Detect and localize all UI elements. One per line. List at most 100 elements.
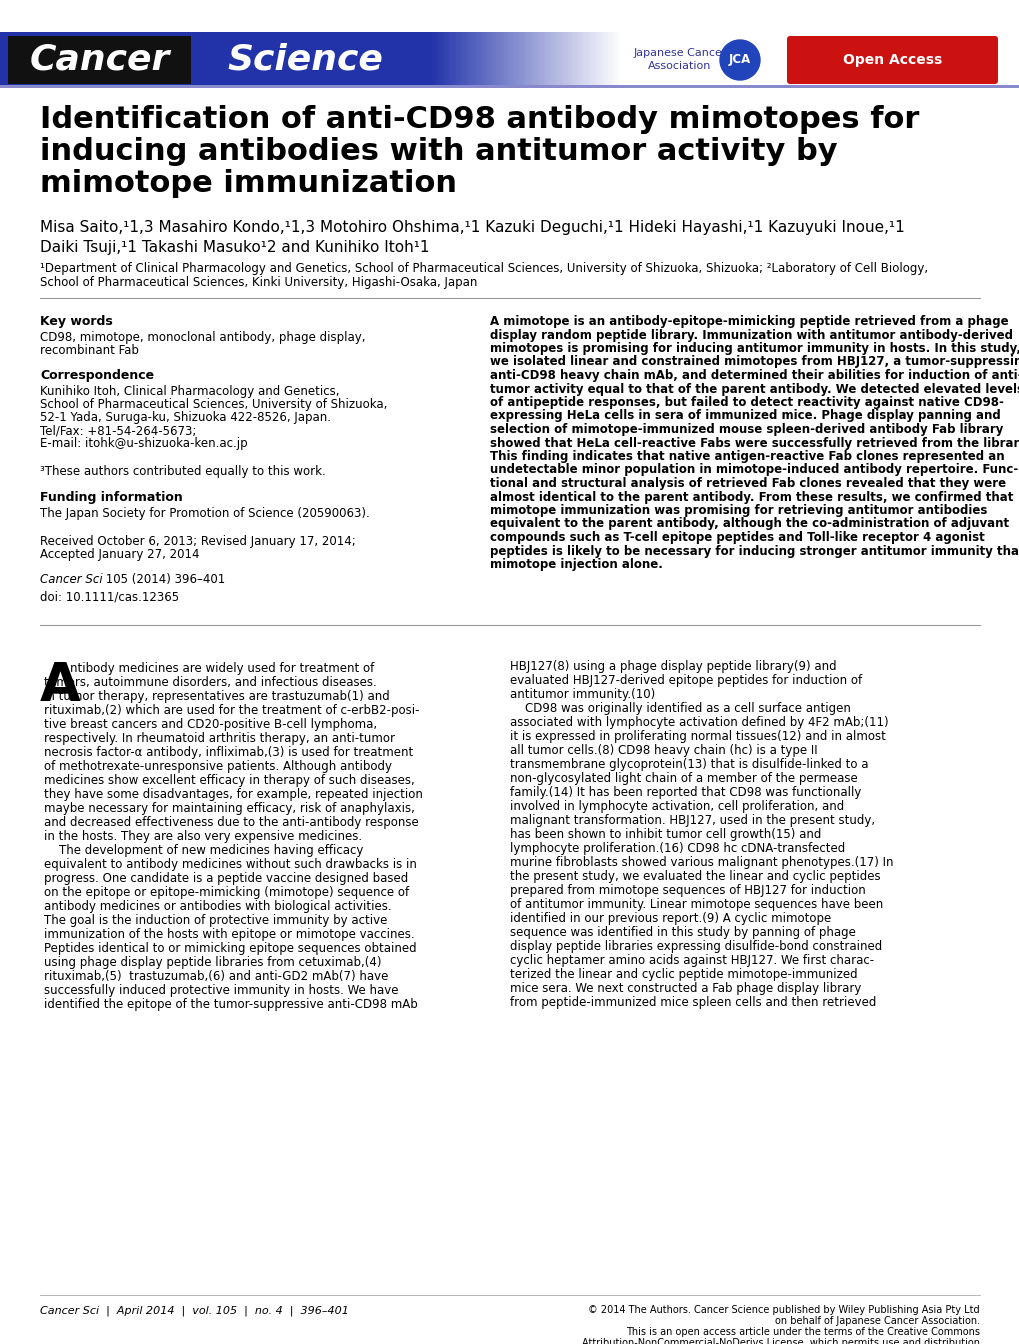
- Text: showed that HeLa cell-reactive Fabs were successfully retrieved from the library: showed that HeLa cell-reactive Fabs were…: [489, 437, 1019, 449]
- Text: murine fibroblasts showed various malignant phenotypes.(17) In: murine fibroblasts showed various malign…: [510, 856, 893, 870]
- Text: ¹Department of Clinical Pharmacology and Genetics, School of Pharmaceutical Scie: ¹Department of Clinical Pharmacology and…: [40, 262, 927, 276]
- Text: Cancer Sci  |  April 2014  |  vol. 105  |  no. 4  |  396–401: Cancer Sci | April 2014 | vol. 105 | no.…: [40, 1305, 348, 1316]
- Text: Accepted January 27, 2014: Accepted January 27, 2014: [40, 548, 200, 560]
- Bar: [555, 32, 557, 87]
- Text: E-mail: itohk@u-shizuoka-ken.ac.jp: E-mail: itohk@u-shizuoka-ken.ac.jp: [40, 437, 248, 450]
- Bar: [500, 32, 503, 87]
- Bar: [477, 32, 479, 87]
- Text: mice sera. We next constructed a Fab phage display library: mice sera. We next constructed a Fab pha…: [510, 982, 860, 995]
- Text: Peptides identical to or mimicking epitope sequences obtained: Peptides identical to or mimicking epito…: [44, 942, 416, 956]
- Bar: [593, 32, 596, 87]
- Bar: [553, 32, 555, 87]
- Bar: [557, 32, 560, 87]
- Bar: [491, 32, 493, 87]
- Bar: [527, 32, 529, 87]
- Bar: [548, 32, 550, 87]
- Text: display random peptide library. Immunization with antitumor antibody-derived: display random peptide library. Immuniza…: [489, 328, 1012, 341]
- Text: mimotope immunization: mimotope immunization: [40, 169, 457, 198]
- Text: prepared from mimotope sequences of HBJ127 for induction: prepared from mimotope sequences of HBJ1…: [510, 884, 865, 896]
- Text: The goal is the induction of protective immunity by active: The goal is the induction of protective …: [44, 914, 387, 927]
- Text: mimotopes is promising for inducing antitumor immunity in hosts. In this study,: mimotopes is promising for inducing anti…: [489, 341, 1019, 355]
- Bar: [507, 32, 511, 87]
- Text: Funding information: Funding information: [40, 491, 182, 504]
- Text: antibody medicines or antibodies with biological activities.: antibody medicines or antibodies with bi…: [44, 900, 391, 913]
- Bar: [610, 32, 612, 87]
- Bar: [453, 32, 455, 87]
- Text: of antitumor immunity. Linear mimotope sequences have been: of antitumor immunity. Linear mimotope s…: [510, 898, 882, 911]
- Text: recombinant Fab: recombinant Fab: [40, 344, 139, 358]
- Text: all tumor cells.(8) CD98 heavy chain (hc) is a type II: all tumor cells.(8) CD98 heavy chain (hc…: [510, 745, 817, 757]
- Text: Daiki Tsuji,¹1 Takashi Masuko¹2 and Kunihiko Itoh¹1: Daiki Tsuji,¹1 Takashi Masuko¹2 and Kuni…: [40, 241, 429, 255]
- Text: transmembrane glycoprotein(13) that is disulfide-linked to a: transmembrane glycoprotein(13) that is d…: [510, 758, 867, 771]
- Bar: [455, 32, 459, 87]
- Text: successfully induced protective immunity in hosts. We have: successfully induced protective immunity…: [44, 984, 398, 997]
- Text: terized the linear and cyclic peptide mimotope-immunized: terized the linear and cyclic peptide mi…: [510, 968, 857, 981]
- Text: 105 (2014) 396–401: 105 (2014) 396–401: [102, 573, 225, 586]
- Text: In tumor therapy, representatives are trastuzumab(1) and: In tumor therapy, representatives are tr…: [44, 689, 389, 703]
- Text: tive breast cancers and CD20-positive B-cell lymphoma,: tive breast cancers and CD20-positive B-…: [44, 718, 377, 731]
- Text: Correspondence: Correspondence: [40, 370, 154, 382]
- Text: undetectable minor population in mimotope-induced antibody repertoire. Func-: undetectable minor population in mimotop…: [489, 464, 1017, 477]
- Bar: [550, 32, 553, 87]
- Text: Science: Science: [227, 43, 382, 77]
- Bar: [451, 32, 453, 87]
- Bar: [536, 32, 539, 87]
- Bar: [620, 32, 1019, 87]
- Bar: [513, 32, 515, 87]
- Bar: [520, 32, 522, 87]
- Text: Kunihiko Itoh, Clinical Pharmacology and Genetics,: Kunihiko Itoh, Clinical Pharmacology and…: [40, 384, 339, 398]
- Text: medicines show excellent efficacy in therapy of such diseases,: medicines show excellent efficacy in the…: [44, 774, 415, 788]
- Text: rituximab,(5)  trastuzumab,(6) and anti-GD2 mAb(7) have: rituximab,(5) trastuzumab,(6) and anti-G…: [44, 970, 388, 982]
- Text: non-glycosylated light chain of a member of the permease: non-glycosylated light chain of a member…: [510, 771, 857, 785]
- Text: display peptide libraries expressing disulfide-bond constrained: display peptide libraries expressing dis…: [510, 939, 881, 953]
- Bar: [591, 32, 593, 87]
- Text: anti-CD98 heavy chain mAb, and determined their abilities for induction of anti-: anti-CD98 heavy chain mAb, and determine…: [489, 370, 1019, 382]
- Bar: [596, 32, 598, 87]
- Text: tumors, autoimmune disorders, and infectious diseases.: tumors, autoimmune disorders, and infect…: [44, 676, 376, 689]
- Bar: [465, 32, 468, 87]
- Text: antitumor immunity.(10): antitumor immunity.(10): [510, 688, 654, 702]
- Bar: [598, 32, 600, 87]
- Bar: [8, 36, 191, 83]
- Text: compounds such as T-cell epitope peptides and Toll-like receptor 4 agonist: compounds such as T-cell epitope peptide…: [489, 531, 983, 544]
- Bar: [437, 32, 439, 87]
- Text: peptides is likely to be necessary for inducing stronger antitumor immunity than: peptides is likely to be necessary for i…: [489, 544, 1019, 558]
- Bar: [430, 32, 432, 87]
- Text: Attribution-NonCommercial-NoDerivs License, which permits use and distribution: Attribution-NonCommercial-NoDerivs Licen…: [582, 1339, 979, 1344]
- Text: family.(14) It has been reported that CD98 was functionally: family.(14) It has been reported that CD…: [510, 786, 860, 798]
- Text: almost identical to the parent antibody. From these results, we confirmed that: almost identical to the parent antibody.…: [489, 491, 1013, 504]
- Bar: [600, 32, 603, 87]
- Text: Identification of anti-CD98 antibody mimotopes for: Identification of anti-CD98 antibody mim…: [40, 105, 918, 134]
- Text: Open Access: Open Access: [843, 52, 942, 67]
- Bar: [441, 32, 444, 87]
- Bar: [539, 32, 541, 87]
- Text: Key words: Key words: [40, 314, 113, 328]
- Text: using phage display peptide libraries from cetuximab,(4): using phage display peptide libraries fr…: [44, 956, 381, 969]
- Text: selection of mimotope-immunized mouse spleen-derived antibody Fab library: selection of mimotope-immunized mouse sp…: [489, 423, 1003, 435]
- Text: © 2014 The Authors. Cancer Science published by Wiley Publishing Asia Pty Ltd: © 2014 The Authors. Cancer Science publi…: [588, 1305, 979, 1314]
- Text: The Japan Society for Promotion of Science (20590063).: The Japan Society for Promotion of Scien…: [40, 507, 370, 520]
- Text: the present study, we evaluated the linear and cyclic peptides: the present study, we evaluated the line…: [510, 870, 879, 883]
- Bar: [446, 32, 448, 87]
- Bar: [582, 32, 584, 87]
- Bar: [565, 32, 568, 87]
- Bar: [468, 32, 470, 87]
- Bar: [493, 32, 496, 87]
- Text: equivalent to the parent antibody, although the co-administration of adjuvant: equivalent to the parent antibody, altho…: [489, 517, 1008, 531]
- Bar: [586, 32, 589, 87]
- Bar: [439, 32, 441, 87]
- Text: School of Pharmaceutical Sciences, Kinki University, Higashi-Osaka, Japan: School of Pharmaceutical Sciences, Kinki…: [40, 276, 477, 289]
- Text: on behalf of Japanese Cancer Association.: on behalf of Japanese Cancer Association…: [774, 1316, 979, 1327]
- Text: it is expressed in proliferating normal tissues(12) and in almost: it is expressed in proliferating normal …: [510, 730, 886, 743]
- Bar: [579, 32, 582, 87]
- Text: we isolated linear and constrained mimotopes from HBJ127, a tumor-suppressing: we isolated linear and constrained mimot…: [489, 356, 1019, 368]
- Text: mimotope immunization was promising for retrieving antitumor antibodies: mimotope immunization was promising for …: [489, 504, 986, 517]
- Bar: [515, 32, 518, 87]
- Text: CD98, mimotope, monoclonal antibody, phage display,: CD98, mimotope, monoclonal antibody, pha…: [40, 331, 365, 344]
- Bar: [461, 32, 463, 87]
- Text: from peptide-immunized mice spleen cells and then retrieved: from peptide-immunized mice spleen cells…: [510, 996, 875, 1009]
- Text: HBJ127(8) using a phage display peptide library(9) and: HBJ127(8) using a phage display peptide …: [510, 660, 836, 673]
- Text: doi: 10.1111/cas.12365: doi: 10.1111/cas.12365: [40, 591, 179, 603]
- Bar: [505, 32, 507, 87]
- Text: mimotope injection alone.: mimotope injection alone.: [489, 558, 662, 571]
